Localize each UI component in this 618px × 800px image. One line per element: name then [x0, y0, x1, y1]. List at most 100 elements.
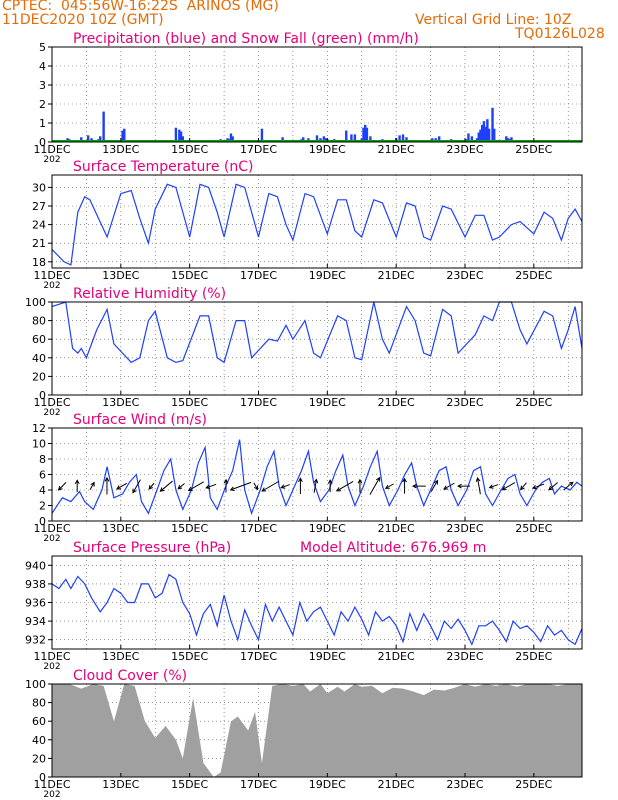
wind-arrow [385, 483, 394, 489]
wind-arrow-head [443, 485, 449, 490]
wind-arrow-head [313, 478, 319, 484]
y-tick-label: 4 [39, 60, 46, 73]
wind-arrow [313, 479, 317, 493]
wind-arrow [281, 484, 290, 489]
wind-arrow-head [132, 488, 137, 494]
x-tick-label: 19DEC [309, 778, 346, 791]
x-tick-label: 17DEC [240, 269, 277, 282]
precip-bar [401, 134, 405, 142]
precip-bar [493, 128, 496, 142]
y-tick-label: 80 [32, 315, 46, 328]
y-tick-label: 100 [25, 296, 46, 309]
wind-series-line [51, 439, 583, 516]
y-tick-label: 934 [25, 615, 46, 628]
precip-bar [353, 134, 357, 142]
wind-arrow [532, 483, 545, 489]
precip-bar [363, 124, 367, 142]
y-tick-label: 936 [25, 597, 46, 610]
y-tick-label: 60 [32, 715, 46, 728]
y-tick-label: 27 [32, 200, 46, 213]
y-tick-label: 21 [32, 237, 46, 250]
wind-arrow-head [457, 483, 462, 489]
wind-arrow-head [488, 484, 494, 489]
x-tick-label: 21DEC [378, 650, 415, 663]
precip-bar [487, 128, 491, 142]
precip-bar [350, 134, 353, 142]
x-tick-label: 15DEC [171, 650, 208, 663]
precip-bar [477, 132, 480, 142]
cloud-cover-area [52, 684, 582, 777]
wind-arrow [160, 480, 173, 492]
wind-arrow-head [229, 486, 235, 491]
run-code: TQ0126L028 [515, 26, 605, 42]
y-tick-label: 20 [32, 370, 46, 383]
x-tick-label: 23DEC [446, 522, 483, 535]
x-year-label: 202 [43, 408, 60, 418]
wind-arrow [502, 482, 516, 491]
x-tick-label: 13DEC [102, 522, 139, 535]
y-tick-label: 0 [39, 771, 46, 784]
wind-arrow-head [90, 481, 95, 487]
precip-bar [179, 131, 183, 142]
x-tick-label: 19DEC [309, 650, 346, 663]
y-tick-label: 0 [39, 515, 46, 528]
x-tick-label: 23DEC [446, 269, 483, 282]
rh-series-line [51, 301, 583, 364]
wind-arrow-head [280, 484, 286, 489]
x-tick-label: 11DEC [33, 778, 70, 791]
precip-bar [178, 129, 181, 142]
x-tick-label: 23DEC [446, 650, 483, 663]
precip-bar [281, 137, 284, 142]
x-tick-label: 11DEC [33, 269, 70, 282]
y-tick-label: 20 [32, 752, 46, 765]
x-year-label: 202 [43, 662, 60, 672]
precip-bar [510, 137, 513, 142]
x-tick-label: 13DEC [102, 396, 139, 409]
wind-arrow-head [177, 484, 183, 490]
precip-bar [86, 135, 90, 142]
wind-arrow-head [412, 483, 417, 489]
y-tick-label: 3 [39, 79, 46, 92]
precip-bar [181, 136, 184, 142]
y-tick-label: 1 [39, 117, 46, 130]
precip-bar [260, 128, 264, 142]
wind-arrow [369, 477, 381, 495]
x-tick-label: 19DEC [309, 269, 346, 282]
wind-arrow-head [520, 485, 525, 491]
precip-bar [484, 126, 487, 142]
y-tick-label: 80 [32, 697, 46, 710]
precip-bar [482, 121, 486, 142]
precip-bar [229, 133, 233, 142]
x-tick-label: 19DEC [309, 143, 346, 156]
y-tick-label: 2 [39, 98, 46, 111]
wind-arrow [58, 482, 67, 491]
wind-arrow-head [223, 478, 229, 484]
precip-bar [121, 130, 124, 142]
x-tick-label: 17DEC [240, 522, 277, 535]
wind-arrow [489, 484, 499, 489]
wind-arrow [116, 482, 127, 490]
wind-arrow [89, 482, 95, 490]
panel-frame [51, 46, 583, 143]
precip-bar [231, 136, 234, 142]
wind-arrow-head [336, 487, 341, 492]
wind-arrow [548, 482, 558, 491]
precip-bar [486, 119, 489, 142]
wind-arrow-head [298, 477, 303, 482]
precip-bar [467, 133, 470, 142]
wind-arrow-head [475, 476, 481, 482]
panel-frame [51, 683, 583, 778]
x-tick-label: 15DEC [171, 778, 208, 791]
wind-arrow-head [531, 484, 537, 490]
precip-bar [480, 124, 484, 142]
x-tick-label: 17DEC [240, 650, 277, 663]
wind-arrow-head [375, 476, 381, 482]
wind-arrow-head [357, 478, 363, 484]
wind-arrow-head [548, 485, 554, 491]
x-tick-label: 17DEC [240, 778, 277, 791]
precip-bar [174, 127, 178, 142]
y-tick-label: 8 [39, 453, 46, 466]
wind-arrow-head [148, 484, 154, 490]
precip-bar [345, 130, 348, 142]
precip-bar [369, 136, 372, 142]
